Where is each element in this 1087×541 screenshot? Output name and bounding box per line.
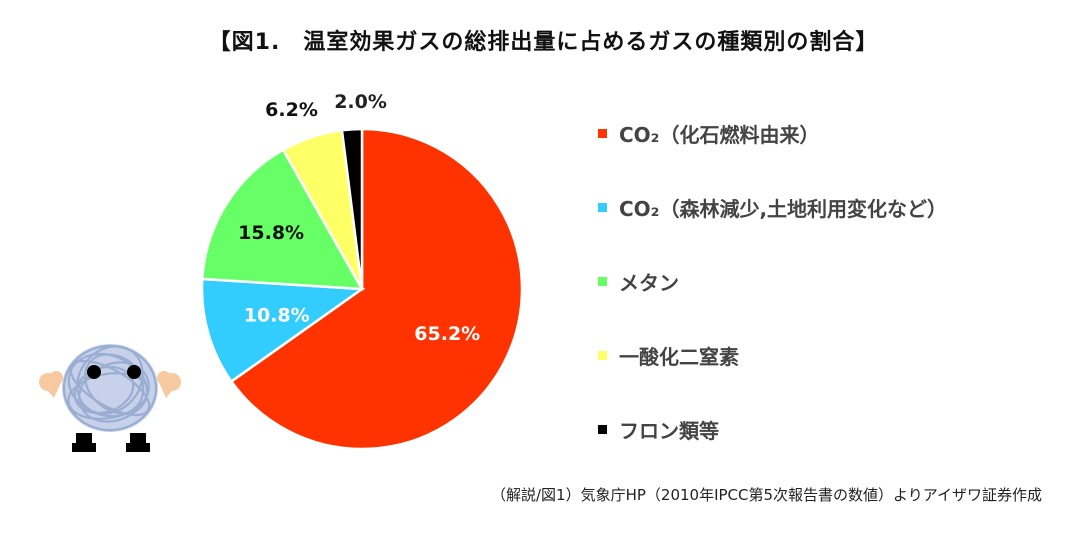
legend-label: 一酸化二窒素 — [619, 344, 739, 369]
legend-label: フロン類等 — [619, 418, 719, 443]
legend-item-2: CO₂（森林減少,土地利用変化など） — [598, 192, 947, 222]
mascot-feet — [72, 433, 150, 452]
pie-slices — [200, 127, 524, 451]
pie-data-labels: 65.2% 10.8% 15.8% 6.2% 2.0% — [238, 91, 480, 345]
pie-data-label-2: 10.8% — [244, 304, 310, 326]
legend-item-3: メタン — [598, 266, 679, 296]
chart-title: 【図1. 温室効果ガスの総排出量に占めるガスの種類別の割合】 — [208, 30, 879, 55]
legend-swatch — [598, 128, 607, 138]
legend-label: メタン — [619, 270, 679, 295]
legend-swatch — [598, 276, 607, 286]
mascot-eyes — [87, 365, 141, 379]
legend-item-4: 一酸化二窒素 — [598, 340, 739, 370]
pie-data-label-4: 6.2% — [265, 99, 318, 121]
pie-data-label-1: 65.2% — [414, 323, 480, 345]
mascot-right-hand — [157, 371, 181, 398]
mascot-left-hand — [39, 371, 63, 398]
mascot-illustration — [39, 344, 181, 452]
legend-swatch — [598, 350, 607, 360]
pie-slice-2 — [200, 277, 366, 384]
pie-data-label-3: 15.8% — [238, 222, 304, 244]
legend-item-1: CO₂（化石燃料由来） — [598, 118, 819, 148]
legend-swatch — [598, 424, 607, 434]
legend-label: CO₂（化石燃料由来） — [619, 122, 820, 147]
pie-slice-3 — [200, 148, 365, 291]
pie-data-label-5: 2.0% — [334, 91, 387, 113]
source-note: （解説/図1）気象庁HP（2010年IPCC第5次報告書の数値）よりアイザワ証券… — [490, 486, 1042, 504]
pie-slice-1 — [229, 127, 524, 451]
legend-label: CO₂（森林減少,土地利用変化など） — [619, 196, 948, 221]
legend-swatch — [598, 202, 607, 212]
mascot-body — [62, 344, 158, 432]
pie-slice-5 — [340, 127, 364, 290]
legend-item-5: フロン類等 — [598, 414, 719, 444]
